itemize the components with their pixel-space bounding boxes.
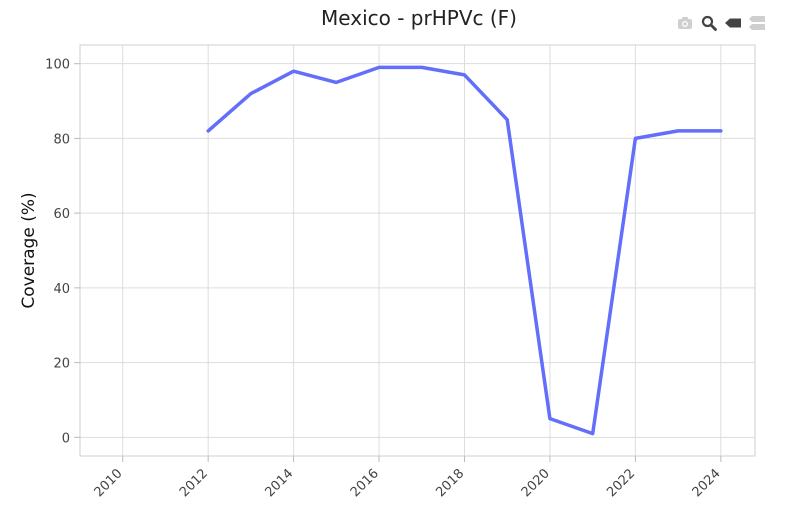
x-tick-label: 2020 [519, 466, 553, 500]
hover-closest-icon[interactable] [724, 14, 742, 32]
y-tick-label: 0 [62, 431, 70, 446]
zoom-icon[interactable] [700, 14, 718, 32]
x-tick-label: 2012 [177, 466, 211, 500]
y-tick-label: 40 [53, 282, 70, 297]
x-tick-label: 2018 [433, 466, 467, 500]
series-line [206, 65, 723, 436]
y-tick-label: 60 [53, 207, 70, 222]
plot-area [79, 44, 756, 457]
x-tick-label: 2010 [92, 466, 126, 500]
y-axis-ticks: 0 20 40 60 80 100 [45, 58, 80, 446]
series-layer [206, 65, 723, 436]
x-axis-ticks: 2010 2012 2014 2016 2018 2020 2022 2024 [92, 456, 724, 500]
modebar [676, 14, 766, 32]
y-axis-title: Coverage (%) [19, 192, 39, 308]
x-tick-label: 2024 [690, 466, 724, 500]
y-tick-label: 20 [53, 357, 70, 372]
camera-icon[interactable] [676, 14, 694, 32]
y-tick-label: 80 [53, 132, 70, 147]
y-tick-label: 100 [45, 58, 70, 73]
gridlines [80, 45, 755, 456]
x-tick-label: 2016 [348, 466, 382, 500]
chart-title: Mexico - prHPVc (F) [321, 6, 517, 30]
x-tick-label: 2022 [604, 466, 638, 500]
x-tick-label: 2014 [262, 466, 296, 500]
hover-compare-icon[interactable] [748, 14, 766, 32]
